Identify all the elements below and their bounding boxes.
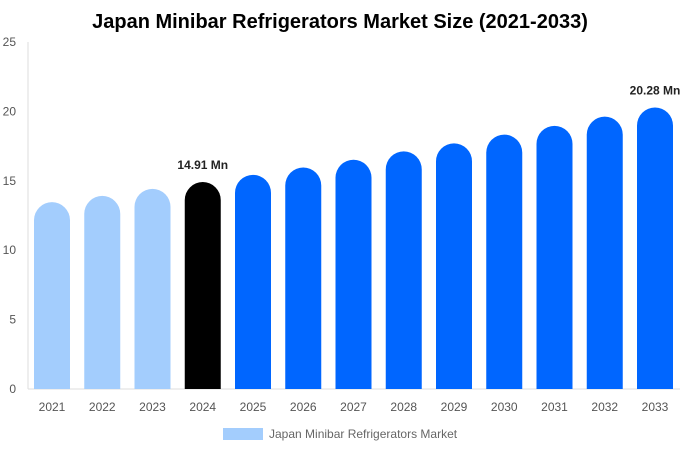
data-label: 14.91 Mn [177, 158, 228, 172]
bar-2030[interactable] [486, 134, 523, 389]
x-tick-label: 2033 [642, 400, 669, 414]
bar-2033[interactable] [637, 107, 673, 389]
legend-label[interactable]: Japan Minibar Refrigerators Market [269, 427, 458, 441]
chart-title: Japan Minibar Refrigerators Market Size … [92, 11, 588, 33]
y-tick-label: 5 [9, 313, 16, 327]
y-tick-label: 10 [3, 243, 17, 257]
x-tick-label: 2022 [89, 400, 116, 414]
bar-2022[interactable] [84, 195, 121, 389]
bar-2029[interactable] [436, 143, 472, 389]
x-tick-label: 2032 [591, 400, 618, 414]
bar-2027[interactable] [335, 159, 372, 389]
x-tick-label: 2026 [290, 400, 317, 414]
bar-2028[interactable] [385, 151, 422, 389]
bar-2024[interactable] [184, 182, 221, 389]
bar-2031[interactable] [536, 125, 573, 389]
y-tick-label: 0 [9, 382, 16, 396]
x-tick-label: 2028 [390, 400, 417, 414]
bar-2026[interactable] [285, 167, 322, 389]
legend-swatch [223, 428, 263, 440]
data-label: 20.28 Mn [630, 84, 680, 98]
y-tick-label: 15 [3, 174, 17, 188]
x-tick-label: 2025 [240, 400, 267, 414]
bar-2032[interactable] [586, 116, 623, 390]
y-tick-label: 20 [3, 104, 17, 118]
x-tick-label: 2030 [491, 400, 518, 414]
x-tick-label: 2023 [139, 400, 166, 414]
x-tick-label: 2024 [189, 400, 216, 414]
bar-2023[interactable] [134, 188, 171, 389]
x-tick-label: 2021 [39, 400, 66, 414]
bar-2021[interactable] [34, 202, 70, 389]
bar-2025[interactable] [235, 174, 271, 389]
x-tick-label: 2027 [340, 400, 367, 414]
y-tick-label: 25 [3, 35, 17, 49]
x-tick-label: 2029 [441, 400, 468, 414]
x-tick-label: 2031 [541, 400, 568, 414]
